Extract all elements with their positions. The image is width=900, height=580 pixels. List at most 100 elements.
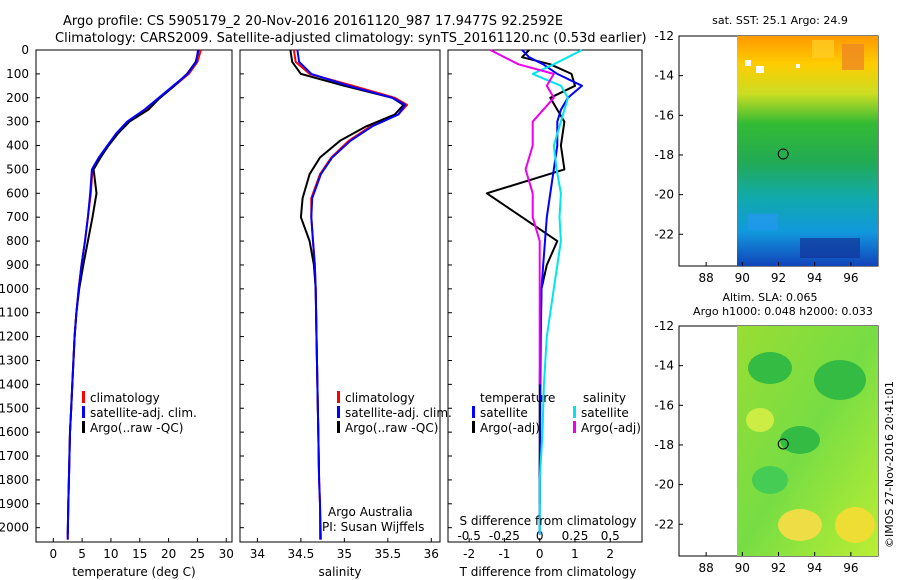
- sla-map-title-line-1: Altim. SLA: 0.065: [722, 291, 817, 304]
- map-x-tick-label: 92: [771, 561, 786, 575]
- sla-high-eddy-3: [746, 408, 774, 432]
- depth-tick-label: 0: [21, 43, 29, 57]
- sla-high-eddy-1: [778, 509, 822, 541]
- x2-tick-label: 0.5: [601, 529, 620, 543]
- sla-map-argo-marker: [777, 438, 789, 450]
- header-line-1: Argo profile: CS 5905179_2 20-Nov-2016 2…: [63, 14, 563, 29]
- sla-low-eddy-4: [752, 466, 788, 494]
- depth-tick-label: 1500: [0, 401, 29, 415]
- temperature-legend-swatch-argo: [82, 421, 85, 433]
- salinity-legend-swatch-climatology: [337, 391, 340, 403]
- map-y-tick-label: -20: [654, 478, 674, 492]
- map-x-tick-label: 88: [698, 271, 713, 285]
- sst-gap-1: [745, 60, 751, 66]
- sst-warm-patch: [812, 40, 834, 58]
- difference-legend-temp-argo: Argo(-adj): [480, 421, 540, 435]
- depth-tick-label: 1100: [0, 306, 29, 320]
- temperature-legend: climatology satellite-adj. clim. Argo(..…: [82, 391, 197, 435]
- salinity-legend-climatology: climatology: [345, 391, 415, 405]
- temperature-legend-swatch-satellite: [82, 406, 85, 418]
- temperature-xlabel: temperature (deg C): [72, 565, 195, 579]
- sla-low-eddy-2: [814, 360, 866, 400]
- x-tick-label: 35: [337, 547, 352, 561]
- x-tick-label: 15: [132, 547, 147, 561]
- salinity-legend-swatch-satellite: [337, 406, 340, 418]
- depth-tick-label: 200: [6, 91, 29, 105]
- depth-tick-label: 1800: [0, 473, 29, 487]
- temperature-legend-satellite: satellite-adj. clim.: [90, 406, 197, 420]
- temperature-legend-argo: Argo(..raw -QC): [90, 421, 183, 435]
- salinity-legend-swatch-argo: [337, 421, 340, 433]
- x-tick-label: -1: [498, 547, 510, 561]
- map-x-tick-label: 88: [698, 561, 713, 575]
- sla-map-axes: 88 90 92 94 96 -12 -14 -16 -18 -20 -22: [654, 319, 858, 575]
- difference-x-axis: -2 -1 0 1 2 -0.5 -0.25 0 0.25 0.5: [457, 529, 619, 561]
- salinity-annotation-institution: Argo Australia: [328, 505, 413, 519]
- difference-legend-swatch-sal-satellite: [573, 406, 576, 418]
- sla-low-eddy-1: [748, 352, 792, 384]
- header-line-2: Climatology: CARS2009. Satellite-adjuste…: [55, 31, 647, 46]
- x2-tick-label: 0: [536, 529, 544, 543]
- x-tick-label: 2: [606, 547, 614, 561]
- x-tick-label: 5: [78, 547, 86, 561]
- difference-series: [485, 49, 583, 535]
- temperature-x-axis: 0 5 10 15 20 25 30: [49, 538, 234, 561]
- sla-low-eddy-3: [780, 426, 820, 454]
- sst-hot-patch: [842, 44, 864, 70]
- difference-legend-swatch-temp-satellite: [472, 406, 475, 418]
- sst-cold-patch: [800, 238, 860, 258]
- map-x-tick-label: 90: [735, 271, 750, 285]
- depth-tick-label: 400: [6, 139, 29, 153]
- series-temperature-argo: [66, 49, 200, 535]
- map-y-tick-label: -22: [654, 227, 674, 241]
- salinity-legend: climatology satellite-adj. clim. Argo(..…: [337, 391, 452, 435]
- difference-legend-temp-satellite: satellite: [480, 406, 528, 420]
- x-tick-label: -2: [463, 547, 475, 561]
- sst-map-field: [737, 36, 878, 266]
- x2-tick-label: -0.5: [457, 529, 480, 543]
- depth-tick-label: 300: [6, 115, 29, 129]
- sla-map-field: [737, 326, 878, 556]
- sst-map-title: sat. SST: 25.1 Argo: 24.9: [712, 14, 848, 27]
- map-x-tick-label: 96: [843, 271, 858, 285]
- map-y-tick-label: -22: [654, 517, 674, 531]
- series-diff-temp-satellite: [521, 49, 583, 535]
- depth-tick-label: 100: [6, 67, 29, 81]
- map-y-tick-label: -12: [654, 29, 674, 43]
- difference-x2label: S difference from climatology: [460, 514, 637, 528]
- temperature-series: [66, 49, 202, 540]
- depth-tick-label: 500: [6, 162, 29, 176]
- sla-high-eddy-2: [835, 507, 875, 543]
- depth-tick-label: 1900: [0, 497, 29, 511]
- sst-cool-patch: [748, 214, 778, 230]
- sst-map-axes: 88 90 92 94 96 -12 -14 -16 -18 -20 -22: [654, 29, 858, 285]
- sst-gap-3: [796, 64, 800, 68]
- series-temperature-climatology: [66, 49, 202, 540]
- x-tick-label: 34: [250, 547, 265, 561]
- x2-tick-label: 0.25: [562, 529, 589, 543]
- depth-tick-label: 1700: [0, 449, 29, 463]
- difference-legend-swatch-sal-argo: [573, 421, 576, 433]
- series-salinity-satellite: [296, 49, 407, 540]
- depth-tick-label: 800: [6, 234, 29, 248]
- map-y-tick-label: -18: [654, 438, 674, 452]
- depth-tick-label: 1200: [0, 330, 29, 344]
- imos-timestamp-label: ©IMOS 27-Nov-2016 20:41:01: [883, 381, 896, 548]
- depth-axis: 0 100 200 300 400 500 600 700 800 900 1000 1100 1200…: [0, 43, 452, 535]
- sst-map-argo-marker: [777, 148, 789, 160]
- series-temperature-satellite: [66, 49, 199, 540]
- x-tick-label: 0: [49, 547, 57, 561]
- x-tick-label: 0: [536, 547, 544, 561]
- map-y-tick-label: -18: [654, 148, 674, 162]
- x-tick-label: 20: [161, 547, 176, 561]
- difference-legend-temperature-title: temperature: [480, 391, 555, 405]
- map-y-tick-label: -20: [654, 188, 674, 202]
- depth-tick-label: 1000: [0, 282, 29, 296]
- depth-tick-label: 700: [6, 210, 29, 224]
- series-diff-sal-satellite: [531, 49, 583, 535]
- difference-panel-frame: [447, 49, 643, 543]
- map-x-tick-label: 92: [771, 271, 786, 285]
- depth-tick-label: 1600: [0, 425, 29, 439]
- difference-legend-sal-satellite: satellite: [581, 406, 629, 420]
